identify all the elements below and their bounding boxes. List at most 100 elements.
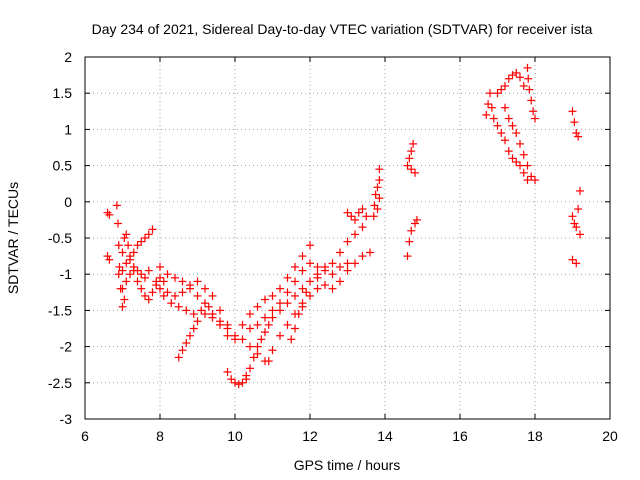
data-point-marker xyxy=(276,284,284,293)
data-point-marker xyxy=(405,237,414,246)
data-point-marker xyxy=(137,284,146,293)
data-point-marker xyxy=(508,71,517,80)
data-point-marker xyxy=(321,262,329,271)
data-point-marker xyxy=(178,277,187,286)
data-point-marker xyxy=(366,248,374,257)
data-point-marker xyxy=(268,346,277,355)
data-point-marker xyxy=(298,252,307,261)
data-point-marker xyxy=(519,150,528,159)
data-point-marker xyxy=(253,349,262,358)
data-point-marker xyxy=(167,299,176,308)
data-point-marker xyxy=(264,357,273,366)
data-point-marker xyxy=(343,259,352,268)
y-tick-label: -0.5 xyxy=(48,230,72,246)
data-point-marker xyxy=(358,223,367,232)
x-tick-label: 10 xyxy=(227,428,243,444)
data-point-marker xyxy=(208,291,217,300)
data-point-marker xyxy=(371,190,380,199)
data-point-marker xyxy=(501,103,509,112)
data-point-marker xyxy=(351,215,359,224)
data-point-marker xyxy=(572,223,581,232)
x-tick-label: 14 xyxy=(377,428,393,444)
data-point-marker xyxy=(407,226,416,235)
data-point-marker xyxy=(122,259,131,268)
data-point-marker xyxy=(409,139,418,148)
data-point-marker xyxy=(523,176,532,185)
data-point-marker xyxy=(193,317,202,326)
data-point-marker xyxy=(572,259,581,268)
data-point-marker xyxy=(407,147,416,156)
data-point-marker xyxy=(105,210,114,219)
data-point-marker xyxy=(201,299,209,308)
data-point-marker xyxy=(313,262,322,271)
data-point-marker xyxy=(249,353,258,362)
data-point-marker xyxy=(298,299,307,308)
data-point-marker xyxy=(276,299,284,308)
data-point-marker xyxy=(238,320,247,329)
x-tick-label: 6 xyxy=(81,428,89,444)
data-point-marker xyxy=(238,335,247,344)
data-point-marker xyxy=(570,118,579,127)
data-point-marker xyxy=(501,136,509,145)
y-tick-label: 1.5 xyxy=(53,85,73,101)
data-point-marker xyxy=(144,295,153,304)
data-point-marker xyxy=(246,364,254,373)
data-point-marker xyxy=(519,168,528,177)
data-point-marker xyxy=(118,302,127,311)
data-point-marker xyxy=(343,237,352,246)
data-point-marker xyxy=(261,313,269,322)
data-point-marker xyxy=(291,262,299,271)
data-point-marker xyxy=(403,161,412,170)
data-point-marker xyxy=(351,230,359,239)
data-point-marker xyxy=(253,342,262,351)
data-point-marker xyxy=(171,273,179,282)
data-point-marker xyxy=(373,205,382,214)
data-point-marker xyxy=(313,273,322,282)
x-tick-label: 20 xyxy=(602,428,618,444)
data-point-marker xyxy=(144,230,153,239)
data-point-marker xyxy=(171,291,179,300)
data-point-marker xyxy=(174,353,183,362)
data-point-marker xyxy=(178,288,187,297)
data-point-marker xyxy=(137,270,146,279)
data-point-marker xyxy=(204,302,213,311)
data-point-marker xyxy=(156,284,164,293)
data-point-marker xyxy=(141,273,149,282)
data-point-marker xyxy=(497,129,506,138)
data-point-marker xyxy=(411,168,419,177)
y-tick-label: 0.5 xyxy=(53,158,73,174)
data-point-marker xyxy=(118,248,127,257)
data-point-marker xyxy=(508,154,517,163)
data-point-marker xyxy=(186,331,194,340)
data-point-marker xyxy=(246,342,254,351)
data-point-marker xyxy=(268,313,277,322)
data-point-marker xyxy=(283,299,292,308)
data-point-marker xyxy=(216,317,224,326)
data-point-marker xyxy=(362,212,371,221)
chart-title: Day 234 of 2021, Sidereal Day-to-day VTE… xyxy=(92,21,593,37)
data-point-marker xyxy=(358,205,367,214)
data-point-marker xyxy=(208,313,217,322)
data-point-marker xyxy=(242,371,251,380)
data-point-marker xyxy=(328,270,337,279)
data-point-marker xyxy=(223,367,232,376)
data-point-marker xyxy=(531,176,539,185)
data-point-marker xyxy=(137,237,146,246)
data-point-marker xyxy=(291,291,299,300)
data-point-marker xyxy=(516,161,524,170)
y-tick-label: -1.5 xyxy=(48,302,72,318)
data-point-marker xyxy=(163,288,172,297)
data-point-marker xyxy=(568,107,577,116)
data-point-marker xyxy=(508,121,517,130)
data-point-marker xyxy=(298,284,307,293)
data-point-marker xyxy=(294,310,303,319)
data-point-marker xyxy=(257,335,266,344)
data-point-marker xyxy=(112,201,121,210)
y-axis-label: SDTVAR / TECUs xyxy=(5,182,21,294)
data-point-marker xyxy=(201,284,209,293)
data-point-marker xyxy=(306,291,314,300)
data-point-marker xyxy=(529,107,538,116)
data-point-marker xyxy=(504,147,513,156)
data-point-marker xyxy=(343,266,352,275)
